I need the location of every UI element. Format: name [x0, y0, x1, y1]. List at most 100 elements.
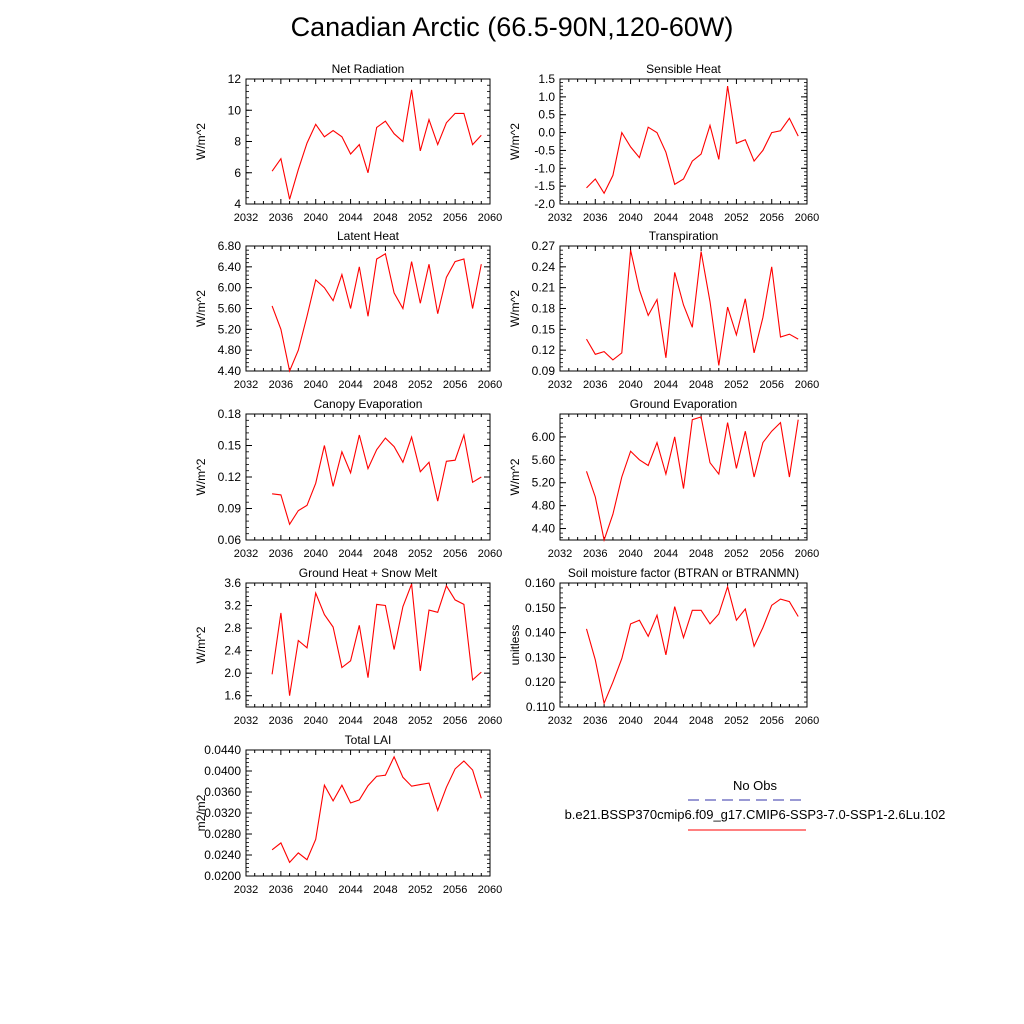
y-axis-label: W/m^2	[508, 290, 522, 327]
x-tick-label: 2056	[443, 212, 467, 224]
y-tick-label: 6.00	[532, 430, 556, 444]
y-tick-label: 3.6	[224, 576, 241, 590]
y-axis-label: W/m^2	[194, 123, 208, 160]
x-tick-label: 2052	[724, 379, 748, 391]
x-tick-label: 2040	[618, 212, 642, 224]
x-tick-label: 2060	[795, 379, 819, 391]
y-tick-label: 0.12	[218, 470, 242, 484]
panel-title: Transpiration	[649, 229, 719, 243]
x-tick-label: 2032	[234, 379, 258, 391]
y-tick-label: -1.0	[534, 161, 555, 175]
y-tick-label: 2.8	[224, 621, 241, 635]
x-tick-label: 2032	[234, 884, 258, 896]
y-tick-label: 0.18	[532, 302, 556, 316]
y-tick-label: -0.5	[534, 143, 555, 157]
y-tick-label: 0.18	[218, 407, 242, 421]
x-tick-label: 2052	[724, 548, 748, 560]
x-tick-label: 2056	[759, 548, 783, 560]
panel-ground-evaporation: 2032 2036 2040 2044 2048 2052 2056 2060 4.40 4.80…	[508, 397, 819, 560]
y-tick-label: 1.5	[538, 72, 555, 86]
x-tick-label: 2032	[234, 212, 258, 224]
panel-transpiration: 2032 2036 2040 2044 2048 2052 2056 2060 0.09 0.12…	[508, 229, 819, 391]
y-tick-label: 0.110	[526, 700, 555, 714]
x-tick-label: 2036	[583, 548, 607, 560]
series-line	[586, 250, 799, 366]
y-tick-label: 0.160	[525, 576, 555, 590]
x-tick-label: 2040	[618, 715, 642, 727]
x-tick-label: 2044	[338, 715, 362, 727]
panel-title: Net Radiation	[332, 62, 405, 76]
x-tick-label: 2036	[269, 715, 293, 727]
y-tick-label: 2.4	[224, 644, 241, 658]
y-tick-label: 6	[234, 166, 241, 180]
y-tick-label: 4	[234, 197, 241, 211]
x-tick-label: 2048	[689, 548, 713, 560]
x-tick-label: 2044	[654, 379, 678, 391]
figure-title: Canadian Arctic (66.5-90N,120-60W)	[290, 12, 734, 42]
y-tick-label: -2.0	[534, 197, 555, 211]
y-tick-label: 0.0280	[204, 827, 241, 841]
y-tick-label: 0.0240	[204, 848, 241, 862]
y-axis-label: W/m^2	[194, 290, 208, 327]
x-tick-label: 2048	[689, 212, 713, 224]
x-tick-label: 2040	[618, 548, 642, 560]
x-tick-label: 2056	[759, 715, 783, 727]
panel-title: Total LAI	[345, 733, 392, 747]
series-line	[271, 252, 482, 373]
x-tick-label: 2052	[408, 212, 432, 224]
x-tick-label: 2036	[583, 212, 607, 224]
panel-latent-heat: 2032 2036 2040 2044 2048 2052 2056 2060 4.40 4.80…	[194, 229, 502, 391]
legend-obs-label: No Obs	[732, 778, 778, 793]
series-line	[271, 755, 482, 864]
x-tick-label: 2048	[373, 884, 397, 896]
x-tick-label: 2032	[548, 379, 572, 391]
series-line	[585, 416, 799, 543]
y-axis-label: W/m^2	[508, 458, 522, 495]
y-tick-label: 0.09	[218, 502, 242, 516]
x-tick-label: 2060	[478, 212, 502, 224]
x-tick-label: 2044	[338, 548, 362, 560]
x-tick-label: 2032	[548, 212, 572, 224]
y-axis-label: unitless	[508, 625, 522, 666]
x-tick-label: 2060	[795, 212, 819, 224]
y-tick-label: 0.06	[218, 533, 242, 547]
x-tick-label: 2036	[269, 884, 293, 896]
x-tick-label: 2036	[583, 379, 607, 391]
x-tick-label: 2052	[724, 715, 748, 727]
y-tick-label: 0.12	[532, 343, 556, 357]
x-tick-label: 2044	[338, 884, 362, 896]
y-tick-label: 2.0	[224, 666, 241, 680]
y-tick-label: 5.20	[532, 476, 556, 490]
x-tick-label: 2048	[689, 379, 713, 391]
x-tick-label: 2040	[303, 379, 327, 391]
series-line	[585, 584, 799, 706]
y-tick-label: 0.27	[532, 239, 556, 253]
x-tick-label: 2060	[795, 715, 819, 727]
y-tick-label: 10	[228, 103, 242, 117]
panel-title: Latent Heat	[337, 229, 400, 243]
y-tick-label: 4.80	[532, 499, 556, 513]
y-tick-label: 0.15	[218, 439, 242, 453]
y-tick-label: 6.80	[218, 239, 242, 253]
x-tick-label: 2040	[618, 379, 642, 391]
x-tick-label: 2044	[654, 212, 678, 224]
panel-title: Soil moisture factor (BTRAN or BTRANMN)	[568, 566, 799, 580]
x-tick-label: 2048	[373, 715, 397, 727]
x-tick-label: 2060	[478, 884, 502, 896]
x-tick-label: 2036	[269, 212, 293, 224]
y-axis-label: m2/m2	[194, 794, 208, 831]
x-tick-label: 2044	[654, 548, 678, 560]
x-tick-label: 2052	[724, 212, 748, 224]
y-tick-label: 6.00	[218, 281, 242, 295]
x-tick-label: 2044	[338, 212, 362, 224]
panel-title: Canopy Evaporation	[314, 397, 423, 411]
y-tick-label: 0.0400	[204, 764, 241, 778]
x-tick-label: 2036	[269, 548, 293, 560]
y-tick-label: 0.24	[532, 260, 556, 274]
y-tick-label: 0.0360	[204, 785, 241, 799]
x-tick-label: 2048	[373, 548, 397, 560]
panel-title: Ground Evaporation	[630, 397, 737, 411]
y-tick-label: 0.130	[525, 650, 555, 664]
x-tick-label: 2060	[478, 715, 502, 727]
